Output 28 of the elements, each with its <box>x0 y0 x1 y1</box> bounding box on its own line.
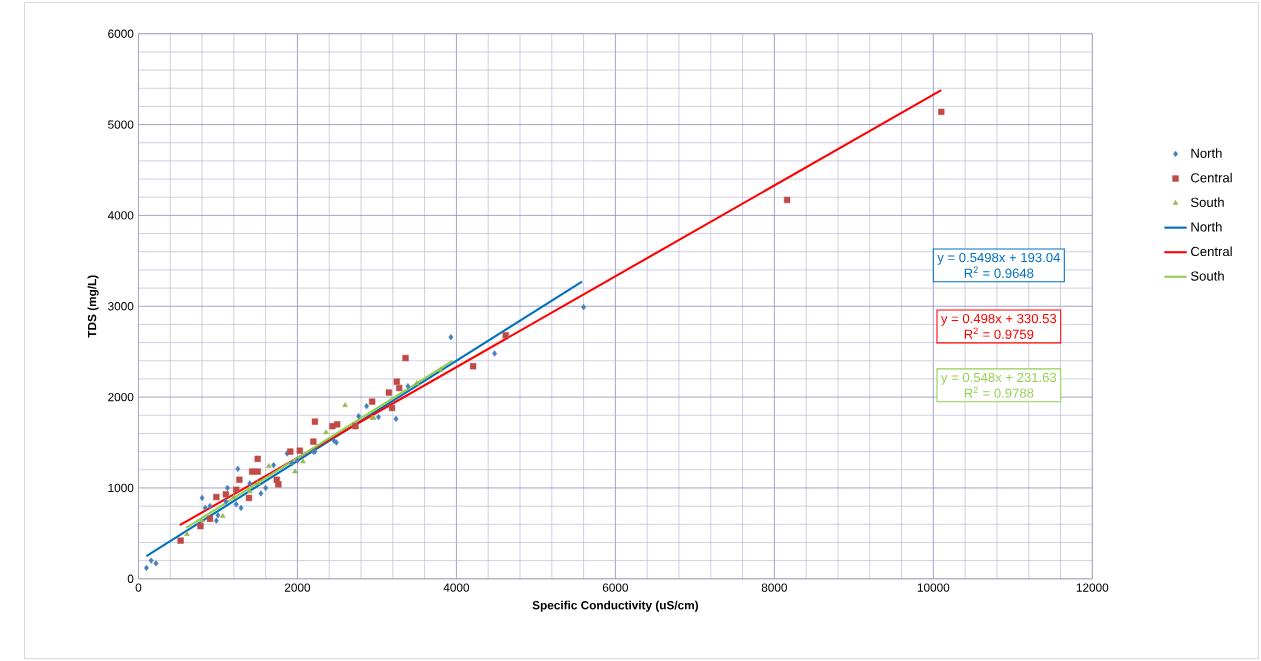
x-tick-label: 10000 <box>917 583 950 592</box>
y-tick-label: 5000 <box>108 120 134 129</box>
annotation: y = 0.548x + 231.63 <box>940 372 1057 385</box>
annotation: R$^{2}$ = 0.9648 <box>964 266 1034 278</box>
x-tick-label: 2000 <box>284 583 311 592</box>
legend-label: North <box>1191 221 1222 232</box>
annotation: R$^{2}$ = 0.9759 <box>964 327 1034 339</box>
y-tick-label: 2000 <box>108 392 134 402</box>
x-tick-label: 6000 <box>602 583 629 592</box>
x-tick-label: 0 <box>135 583 142 592</box>
y-tick-label: 1000 <box>108 483 134 492</box>
annotation: y = 0.5498x + 193.04 <box>937 252 1060 265</box>
legend-label: South <box>1190 197 1224 207</box>
y-axis-title: TDS (mg/L) <box>87 275 99 338</box>
y-tick-label: 3000 <box>108 301 134 311</box>
y-tick-label: 6000 <box>108 29 134 38</box>
legend-label: Central <box>1191 172 1232 183</box>
x-tick-label: 12000 <box>1076 583 1109 592</box>
y-tick-label: 4000 <box>107 211 134 220</box>
x-tick-label: 4000 <box>443 583 470 592</box>
annotation: R$^{2}$ = 0.9788 <box>964 386 1034 398</box>
annotation: y = 0.498x + 330.53 <box>940 313 1057 326</box>
y-tick-label: 0 <box>127 574 134 583</box>
x-axis-title: Specific Conductivity (uS/cm) <box>532 600 699 612</box>
legend-label: North <box>1191 148 1222 158</box>
legend-label: South <box>1190 270 1224 281</box>
x-tick-label: 8000 <box>761 583 788 592</box>
legend-label: Central <box>1191 246 1232 256</box>
